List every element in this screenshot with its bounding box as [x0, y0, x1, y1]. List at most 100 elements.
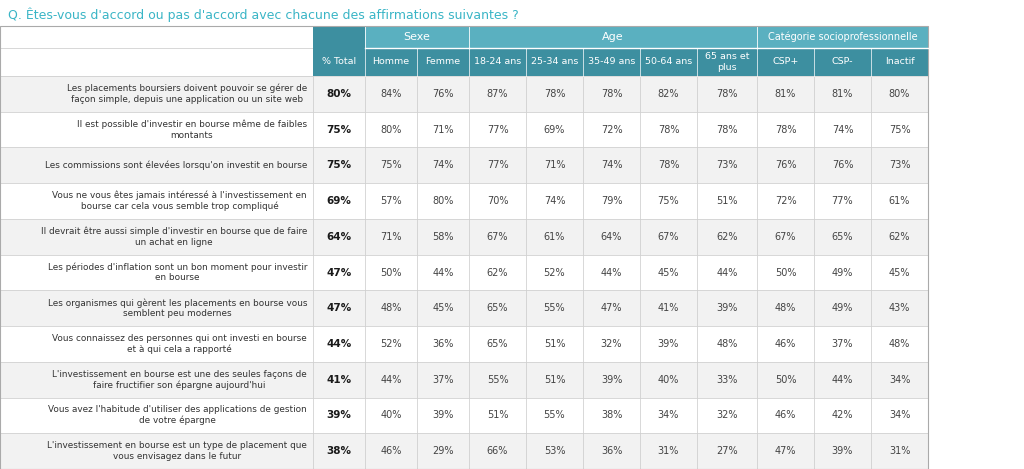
Bar — [757, 26, 928, 48]
Text: 82%: 82% — [657, 89, 679, 99]
Text: 65%: 65% — [486, 339, 508, 349]
Text: 49%: 49% — [831, 267, 853, 278]
Bar — [526, 147, 583, 183]
Text: Les périodes d'inflation sont un bon moment pour investir
en bourse: Les périodes d'inflation sont un bon mom… — [47, 263, 307, 282]
Bar — [814, 290, 871, 326]
Text: 62%: 62% — [716, 232, 737, 242]
Text: 39%: 39% — [601, 375, 623, 385]
Bar — [814, 362, 871, 398]
Text: Vous connaissez des personnes qui ont investi en bourse
et à qui cela a rapporté: Vous connaissez des personnes qui ont in… — [52, 334, 307, 354]
Bar — [0, 326, 313, 362]
Bar — [583, 290, 640, 326]
Bar — [417, 112, 469, 147]
Text: 75%: 75% — [327, 160, 351, 170]
Text: Les commissions sont élevées lorsqu'on investit en bourse: Les commissions sont élevées lorsqu'on i… — [45, 160, 307, 170]
Bar — [814, 147, 871, 183]
Text: 47%: 47% — [327, 303, 351, 313]
Bar — [417, 147, 469, 183]
Bar — [871, 183, 928, 219]
Text: 80%: 80% — [380, 125, 401, 135]
Bar — [697, 362, 757, 398]
Text: 50%: 50% — [380, 267, 401, 278]
Bar — [365, 26, 469, 48]
Text: 76%: 76% — [775, 160, 797, 170]
Text: 39%: 39% — [717, 303, 737, 313]
Text: 39%: 39% — [327, 410, 351, 420]
Text: 47%: 47% — [327, 267, 351, 278]
Text: 32%: 32% — [716, 410, 737, 420]
Text: 57%: 57% — [380, 196, 401, 206]
Bar — [814, 433, 871, 469]
Text: 51%: 51% — [544, 375, 565, 385]
Text: 32%: 32% — [601, 339, 623, 349]
Text: 50-64 ans: 50-64 ans — [645, 58, 692, 67]
Bar — [313, 433, 365, 469]
Text: 45%: 45% — [657, 267, 679, 278]
Bar — [0, 147, 313, 183]
Text: 31%: 31% — [889, 446, 910, 456]
Bar — [583, 219, 640, 255]
Text: Inactif: Inactif — [885, 58, 914, 67]
Text: 39%: 39% — [831, 446, 853, 456]
Text: 77%: 77% — [831, 196, 853, 206]
Bar — [365, 76, 417, 112]
Bar — [313, 76, 365, 112]
Bar — [0, 112, 313, 147]
Bar — [583, 255, 640, 290]
Bar — [871, 433, 928, 469]
Text: 74%: 74% — [432, 160, 454, 170]
Bar — [417, 290, 469, 326]
Bar — [469, 398, 526, 433]
Text: Catégorie socioprofessionnelle: Catégorie socioprofessionnelle — [768, 32, 918, 42]
Text: 50%: 50% — [775, 267, 797, 278]
Text: 78%: 78% — [716, 125, 737, 135]
Bar — [365, 183, 417, 219]
Text: 75%: 75% — [380, 160, 401, 170]
Bar — [469, 76, 526, 112]
Text: CSP+: CSP+ — [772, 58, 799, 67]
Bar — [583, 183, 640, 219]
Bar — [814, 48, 871, 76]
Bar — [871, 255, 928, 290]
Text: 44%: 44% — [327, 339, 351, 349]
Text: 45%: 45% — [432, 303, 454, 313]
Text: 31%: 31% — [657, 446, 679, 456]
Bar — [814, 326, 871, 362]
Text: 66%: 66% — [486, 446, 508, 456]
Text: 38%: 38% — [327, 446, 351, 456]
Text: 35-49 ans: 35-49 ans — [588, 58, 635, 67]
Text: 64%: 64% — [601, 232, 623, 242]
Text: Sexe: Sexe — [403, 32, 430, 42]
Bar — [757, 433, 814, 469]
Text: 80%: 80% — [432, 196, 454, 206]
Bar — [814, 255, 871, 290]
Text: 71%: 71% — [544, 160, 565, 170]
Bar — [0, 76, 313, 112]
Bar — [365, 219, 417, 255]
Bar — [469, 147, 526, 183]
Bar — [697, 255, 757, 290]
Text: 65 ans et
plus: 65 ans et plus — [705, 53, 750, 72]
Bar — [697, 48, 757, 76]
Bar — [313, 147, 365, 183]
Text: 44%: 44% — [432, 267, 454, 278]
Bar — [757, 112, 814, 147]
Text: 75%: 75% — [889, 125, 910, 135]
Text: 52%: 52% — [544, 267, 565, 278]
Bar — [313, 183, 365, 219]
Bar — [697, 183, 757, 219]
Text: 38%: 38% — [601, 410, 623, 420]
Text: 44%: 44% — [380, 375, 401, 385]
Bar — [757, 398, 814, 433]
Bar — [313, 112, 365, 147]
Text: 48%: 48% — [717, 339, 737, 349]
Bar — [697, 326, 757, 362]
Text: 76%: 76% — [831, 160, 853, 170]
Bar — [417, 48, 469, 76]
Bar — [313, 398, 365, 433]
Bar — [469, 326, 526, 362]
Text: 62%: 62% — [486, 267, 508, 278]
Text: 41%: 41% — [327, 375, 351, 385]
Bar — [526, 183, 583, 219]
Bar — [469, 48, 526, 76]
